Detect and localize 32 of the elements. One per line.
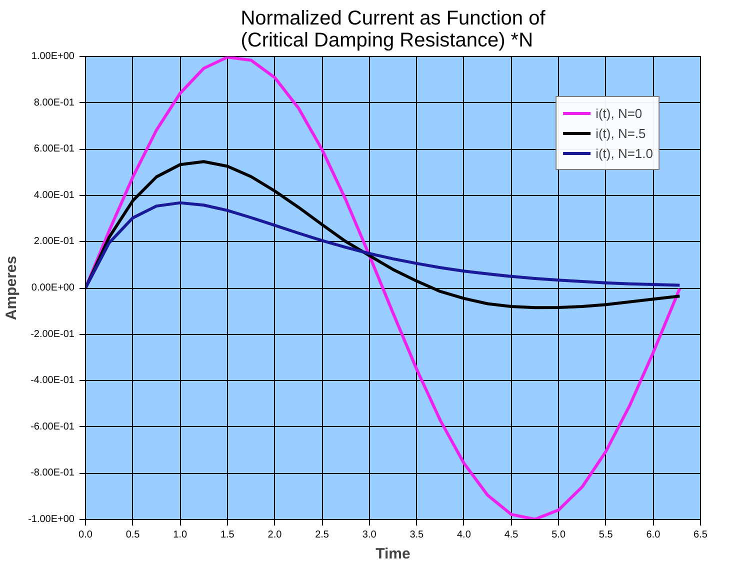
y-tick-label: 0.00E+00 bbox=[31, 282, 75, 294]
x-tick-label: 5.5 bbox=[598, 530, 614, 540]
x-tick-label: 1.0 bbox=[173, 530, 188, 540]
x-tick-label: 0.0 bbox=[78, 530, 93, 540]
x-tick-label: 1.5 bbox=[220, 530, 235, 540]
x-tick-label: 6.0 bbox=[646, 530, 661, 540]
x-tick-label: 6.5 bbox=[694, 530, 708, 540]
y-tick-label: -2.00E-01 bbox=[30, 328, 75, 340]
x-tick-label: 3.0 bbox=[362, 530, 377, 540]
x-tick-label: 0.5 bbox=[126, 530, 140, 540]
y-tick-label: 8.00E-01 bbox=[34, 97, 75, 108]
y-tick-label: 2.00E-01 bbox=[34, 236, 75, 248]
y-axis-title: Amperes bbox=[3, 256, 20, 320]
legend-label: i(t), N=0 bbox=[596, 106, 642, 120]
line-series bbox=[86, 201, 682, 290]
y-tick-label: 4.00E-01 bbox=[34, 190, 75, 201]
legend-label: i(t), N=.5 bbox=[596, 126, 646, 140]
y-tick-label: 1.00E+00 bbox=[31, 51, 75, 62]
chart-title: Normalized Current as Function of (Critical Damping Resistance) *N bbox=[240, 8, 546, 52]
y-tick-label: -4.00E-01 bbox=[30, 375, 75, 386]
x-tick-label: 2.0 bbox=[268, 530, 282, 540]
x-tick-label: 4.0 bbox=[457, 530, 472, 540]
y-tick-label: -8.00E-01 bbox=[30, 468, 75, 479]
x-tick-label: 4.5 bbox=[504, 530, 519, 540]
y-tick-label: -6.00E-01 bbox=[30, 421, 75, 432]
x-axis-title: Time bbox=[376, 546, 410, 562]
x-tick-label: 5.0 bbox=[552, 530, 566, 540]
y-tick-label: 6.00E-01 bbox=[34, 144, 75, 155]
x-tick-label: 2.5 bbox=[315, 530, 330, 540]
y-tick-label: -1.00E+00 bbox=[28, 514, 75, 525]
legend-label: i(t), N=1.0 bbox=[596, 146, 653, 160]
x-tick-label: 3.5 bbox=[410, 530, 424, 540]
